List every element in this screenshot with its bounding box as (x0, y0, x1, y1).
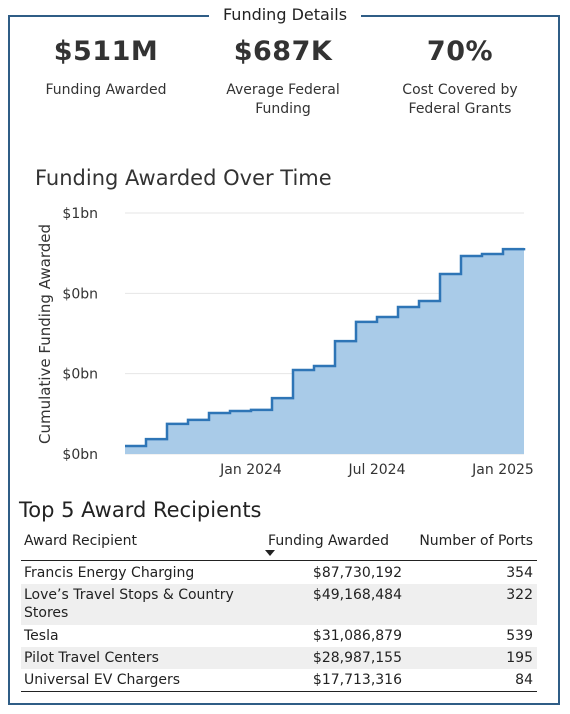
table-cell: 539 (506, 628, 533, 644)
table-cell: 322 (506, 587, 533, 603)
kpi: $511M Funding Awarded (21, 36, 191, 100)
y-tick-label: $0bn (62, 447, 98, 463)
table-row: Pilot Travel Centers $28,987,155 195 (21, 647, 537, 669)
table-cell: Love’s Travel Stops & Country Stores (24, 587, 234, 621)
table-title: Top 5 Award Recipients (19, 498, 262, 522)
table-cell: $87,730,192 (312, 565, 402, 581)
chart-title: Funding Awarded Over Time (35, 166, 332, 190)
table-cell: 195 (506, 650, 533, 666)
y-tick-label: $1bn (62, 206, 98, 222)
y-tick-label: $0bn (62, 367, 98, 383)
x-tick-label: Jan 2024 (219, 462, 282, 478)
table-cell: Universal EV Chargers (24, 672, 181, 688)
kpi-label: Average Federal Funding (226, 82, 340, 117)
y-tick-label: $0bn (62, 286, 98, 302)
y-axis-label: Cumulative Funding Awarded (36, 224, 54, 444)
area-line (125, 247, 526, 448)
kpi-label: Cost Covered by Federal Grants (402, 82, 518, 117)
kpi: $687K Average Federal Funding (198, 36, 368, 119)
table-cell: Francis Energy Charging (24, 565, 195, 581)
table-cell: 354 (506, 565, 533, 581)
chart: Funding Awarded Over Time Cumulative Fun… (35, 166, 534, 478)
table-cell: Pilot Travel Centers (24, 650, 159, 666)
kpi: 70% Cost Covered by Federal Grants (375, 36, 545, 119)
table-row: Universal EV Chargers $17,713,316 84 (21, 669, 537, 692)
sort-indicator (265, 550, 275, 556)
table-row: Love’s Travel Stops & Country Stores $49,… (21, 584, 537, 625)
table-cell: Tesla (24, 628, 59, 644)
x-tick-label: Jan 2025 (471, 462, 534, 478)
column-header: Funding Awarded (268, 533, 389, 549)
column-header: Number of Ports (419, 533, 533, 549)
table-cell: $17,713,316 (312, 672, 402, 688)
panel-title: Funding Details (0, 5, 570, 24)
kpi-value: $511M (53, 36, 159, 67)
area-fill (125, 247, 524, 454)
table-cell: 84 (515, 672, 533, 688)
table-cell: $49,168,484 (312, 587, 402, 603)
table-header: Award Recipient Funding Awarded Number of … (21, 532, 537, 561)
table-cell: $28,987,155 (312, 650, 402, 666)
table-row: Tesla $31,086,879 539 (21, 625, 537, 647)
kpi-value: 70% (426, 36, 494, 67)
kpi-label: Funding Awarded (45, 82, 167, 98)
panel-title-text: Funding Details (208, 5, 362, 24)
x-tick-label: Jul 2024 (348, 462, 406, 478)
table-cell: $31,086,879 (312, 628, 402, 644)
table-row: Francis Energy Charging $87,730,192 354 (21, 562, 537, 584)
kpi-value: $687K (233, 36, 333, 67)
column-header: Award Recipient (24, 533, 137, 549)
